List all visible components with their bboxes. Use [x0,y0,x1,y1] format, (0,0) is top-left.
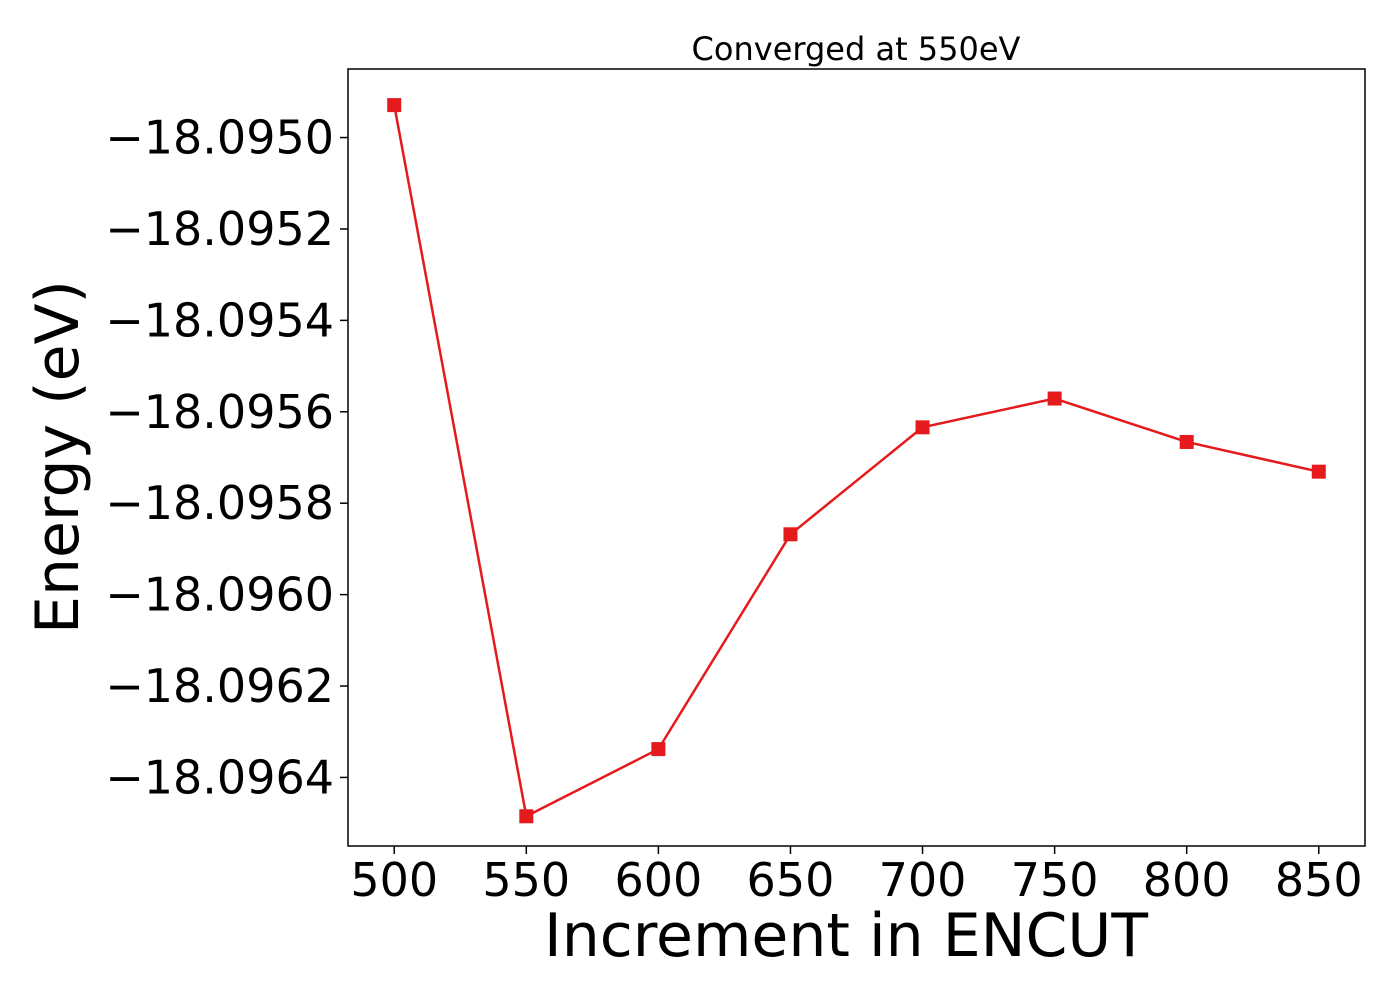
y-tick-label: −18.0962 [105,659,334,713]
y-tick-label: −18.0956 [105,385,334,439]
y-tick-label: −18.0960 [105,568,334,622]
data-point [519,809,534,824]
y-axis: −18.0950 −18.0952 −18.0954 −18.0956 −18.0958… [105,111,348,804]
y-tick-label: −18.0952 [105,202,334,256]
y-tick-label: −18.0950 [105,111,334,165]
chart-title: Converged at 550eV [692,30,1021,68]
x-tick-label: 650 [747,853,835,907]
x-tick-label: 700 [879,853,967,907]
x-tick-label: 850 [1275,853,1363,907]
plot-frame [347,68,1366,847]
data-point [1311,464,1326,479]
y-tick-label: −18.0958 [105,476,334,530]
data-point [1047,391,1062,406]
data-point [651,742,666,757]
x-axis: 500 550 600 650 700 750 800 850 [350,846,1363,907]
x-tick-label: 600 [614,853,702,907]
series-line [393,104,1320,819]
x-tick-label: 800 [1143,853,1231,907]
data-point [1179,434,1194,449]
data-point [387,98,402,113]
x-axis-label: Increment in ENCUT [544,901,1148,971]
x-tick-label: 550 [482,853,570,907]
x-tick-label: 750 [1011,853,1099,907]
data-point [915,420,930,435]
y-tick-label: −18.0964 [105,750,334,804]
y-axis-label: Energy (eV) [23,280,93,634]
data-point [783,527,798,542]
series-layer [387,98,1326,824]
y-tick-label: −18.0954 [105,293,334,347]
x-tick-label: 500 [350,853,438,907]
